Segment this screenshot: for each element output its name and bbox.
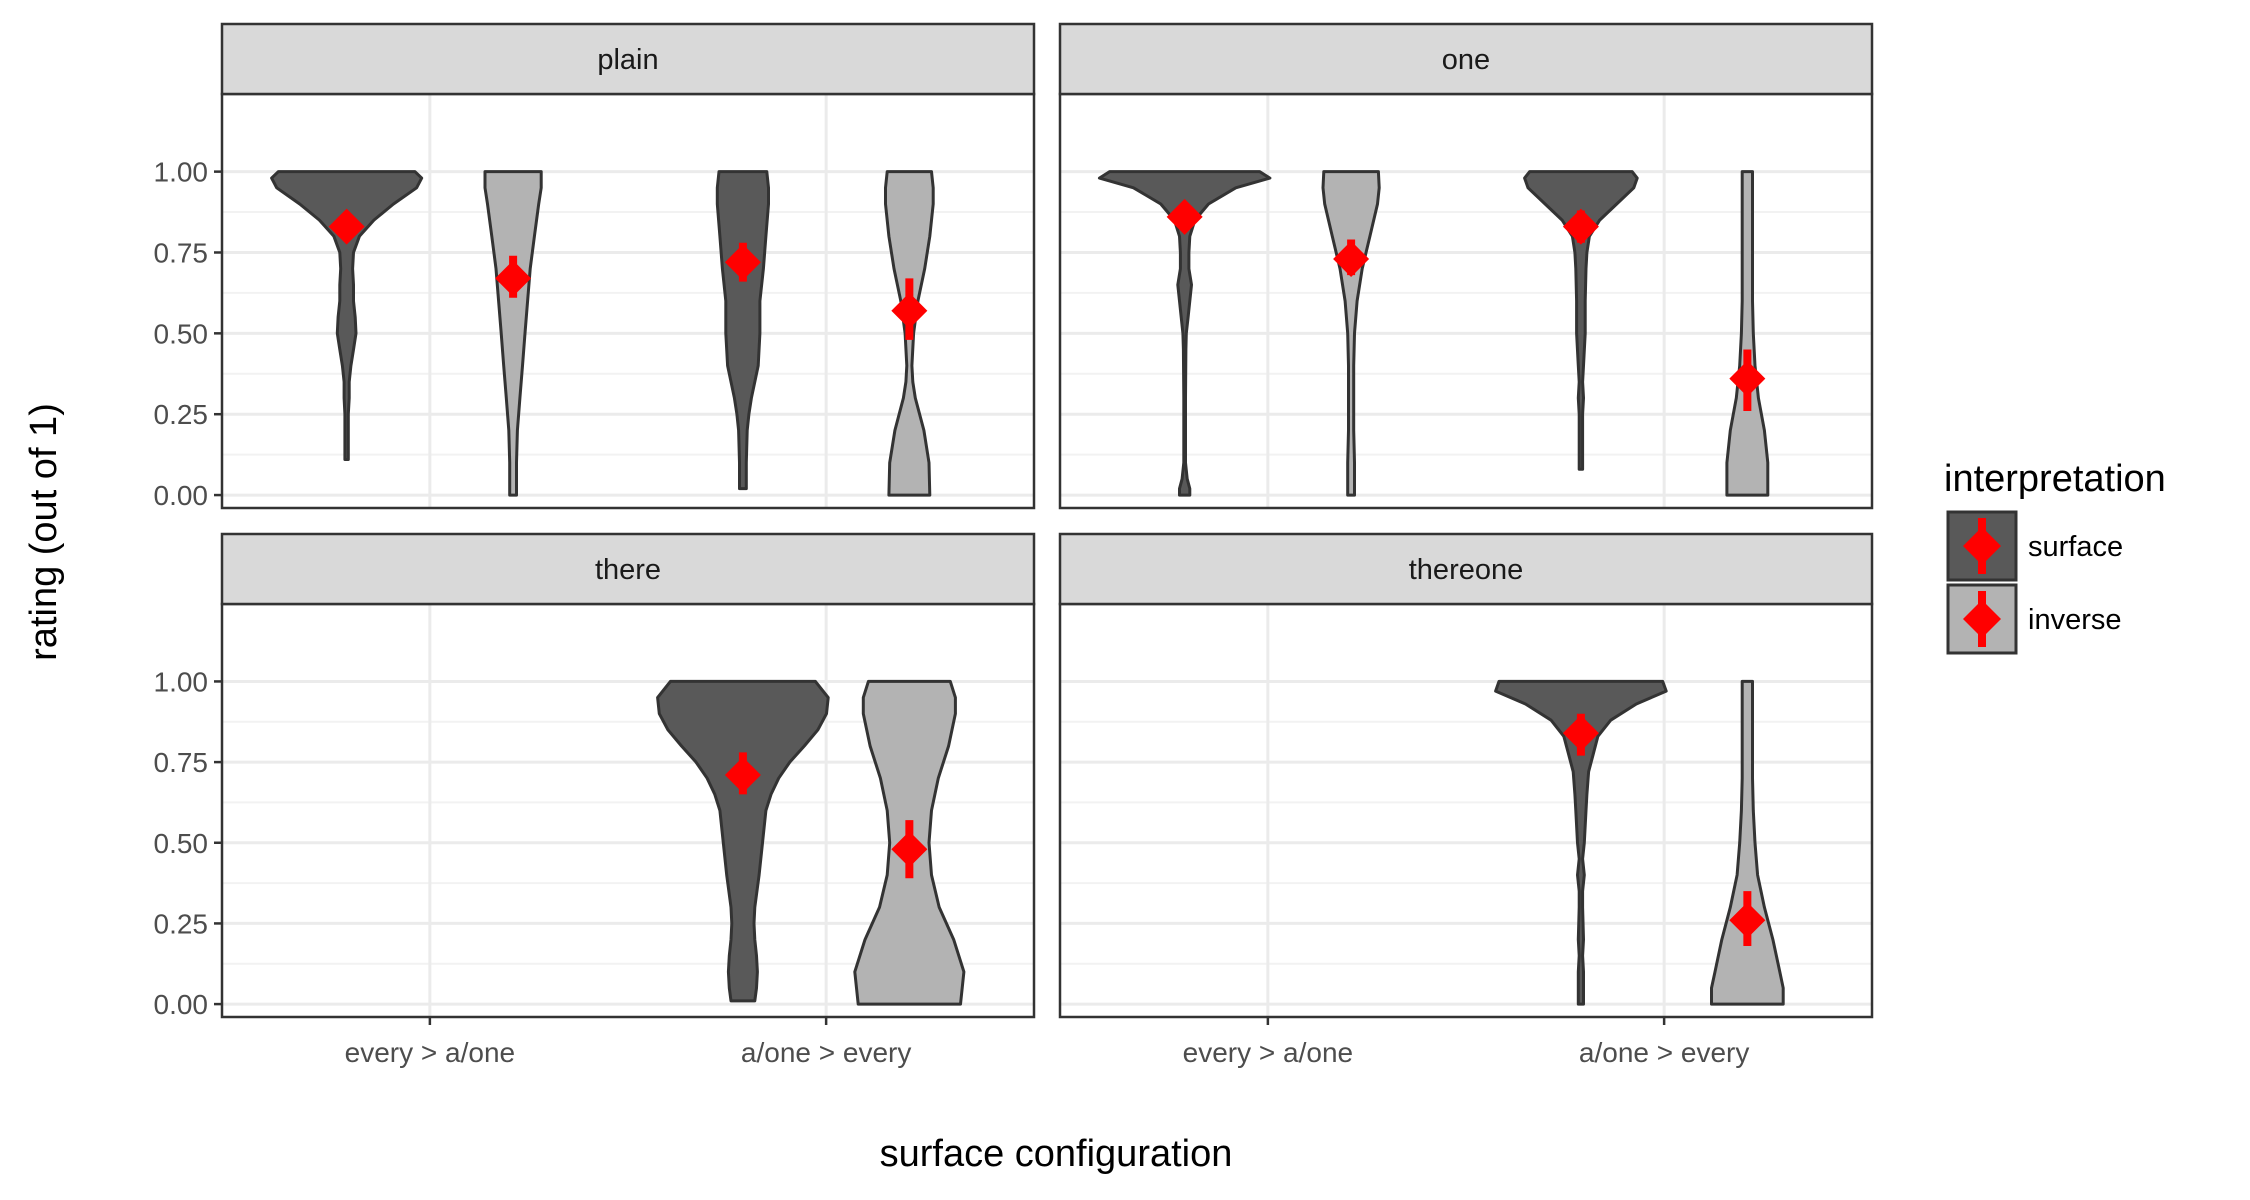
legend: interpretation surface inverse — [1944, 458, 2166, 655]
mean-point-inverse — [1729, 902, 1766, 939]
facet-strip — [220, 532, 1036, 606]
legend-key-mean-point — [1963, 527, 2001, 565]
mean-point-surface — [724, 244, 761, 281]
facet-strip — [220, 22, 1036, 96]
mean-point-inverse — [891, 292, 928, 329]
mean-point-inverse — [495, 260, 532, 297]
x-axis-title: surface configuration — [880, 1133, 1233, 1175]
facet-strip-label: thereone — [1409, 554, 1524, 586]
y-tick-label: 0.00 — [154, 989, 209, 1020]
x-axis: every > a/one a/one > every every > a/one a… — [345, 1017, 1749, 1068]
y-tick-label: 0.25 — [154, 908, 209, 939]
violin-surface-every-a-one — [1097, 170, 1272, 497]
legend-key-mean-point — [1963, 600, 2001, 638]
legend-label-surface: surface — [2028, 531, 2123, 563]
violin-surface-every-a-one — [270, 170, 424, 461]
violin-inverse-a-one-every — [1710, 679, 1785, 1006]
y-tick-label: 0.50 — [154, 318, 209, 349]
y-tick-label: 1.00 — [154, 666, 209, 697]
facet-strip-label: there — [595, 554, 661, 586]
panel-there: there 0.00 0.25 0.50 0.75 1.00 — [154, 532, 1036, 1020]
x-tick-label: every > a/one — [345, 1037, 515, 1068]
x-tick-label: every > a/one — [1183, 1037, 1353, 1068]
y-tick-label: 0.25 — [154, 399, 209, 430]
mean-point-surface — [328, 208, 365, 245]
mean-point-inverse — [1729, 360, 1766, 397]
violin-surface-a-one-every — [715, 170, 770, 491]
y-tick-label: 0.00 — [154, 480, 209, 511]
legend-label-inverse: inverse — [2028, 604, 2122, 636]
legend-title: interpretation — [1944, 458, 2166, 500]
panel-plain: plain 0.00 0.25 0.50 0.75 1.00 — [154, 22, 1036, 511]
facet-strip — [1058, 22, 1874, 96]
violin-inverse-every-a-one — [483, 170, 543, 497]
facet-panels: plain 0.00 0.25 0.50 0.75 1.00 one there 0.00 0.2… — [154, 22, 1874, 1020]
panel-one: one — [1058, 22, 1874, 510]
y-tick-label: 0.75 — [154, 747, 209, 778]
facet-strip — [1058, 532, 1874, 606]
x-tick-label: a/one > every — [1579, 1037, 1749, 1068]
violin-inverse-a-one-every — [1725, 170, 1770, 497]
mean-point-inverse — [1333, 240, 1370, 277]
mean-point-surface — [1166, 198, 1203, 235]
mean-point-surface — [1562, 208, 1599, 245]
violin-inverse-every-a-one — [1321, 170, 1381, 497]
x-tick-label: a/one > every — [741, 1037, 911, 1068]
facet-strip-label: plain — [597, 44, 658, 76]
y-tick-label: 0.50 — [154, 828, 209, 859]
mean-point-inverse — [891, 831, 928, 868]
violin-surface-a-one-every — [656, 679, 830, 1003]
violin-surface-a-one-every — [1494, 679, 1668, 1006]
y-axis-title: rating (out of 1) — [23, 403, 65, 661]
y-tick-label: 1.00 — [154, 157, 209, 188]
facet-strip-label: one — [1442, 44, 1490, 76]
y-tick-label: 0.75 — [154, 237, 209, 268]
panel-thereone: thereone — [1058, 532, 1874, 1019]
mean-point-surface — [1562, 715, 1599, 752]
mean-point-surface — [724, 757, 761, 794]
